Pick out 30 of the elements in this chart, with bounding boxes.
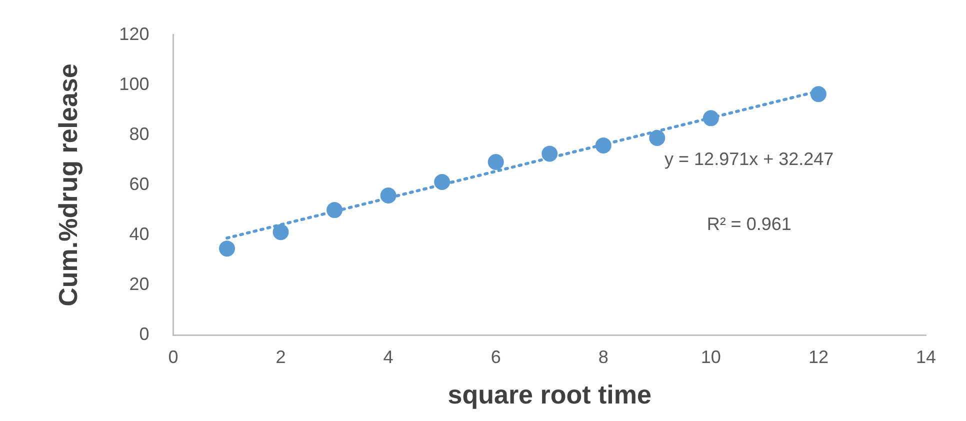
x-tick-label: 12 bbox=[808, 346, 828, 367]
x-tick-label: 14 bbox=[916, 346, 936, 367]
point bbox=[488, 154, 504, 170]
y-tick-label: 120 bbox=[119, 24, 150, 44]
y-tick-label: 20 bbox=[129, 274, 150, 294]
y-tick-label: 100 bbox=[119, 74, 150, 94]
point bbox=[272, 224, 289, 240]
annotation: R² = 0.961 bbox=[706, 214, 792, 234]
y-tick-label: 0 bbox=[139, 324, 150, 344]
point bbox=[434, 174, 450, 190]
x-axis-title: square root time bbox=[448, 380, 652, 410]
y-axis-title: Cum.%drug release bbox=[52, 64, 83, 306]
y-tick-label: 80 bbox=[129, 124, 150, 144]
annotation: y = 12.971x + 32.247 bbox=[664, 148, 834, 169]
point bbox=[702, 110, 719, 126]
y-tick-label: 40 bbox=[129, 224, 150, 244]
point bbox=[810, 86, 826, 102]
point bbox=[326, 202, 343, 218]
y-tick-label: 60 bbox=[129, 174, 150, 194]
x-tick-label: 8 bbox=[598, 346, 608, 367]
x-tick-label: 0 bbox=[168, 346, 178, 367]
x-tick-label: 4 bbox=[383, 346, 394, 367]
x-tick-label: 2 bbox=[276, 346, 286, 367]
point bbox=[380, 188, 396, 204]
x-tick-label: 6 bbox=[490, 346, 501, 367]
point bbox=[542, 146, 558, 162]
point bbox=[219, 240, 235, 257]
point bbox=[595, 137, 612, 154]
point bbox=[649, 130, 666, 146]
x-tick-label: 10 bbox=[700, 346, 721, 367]
